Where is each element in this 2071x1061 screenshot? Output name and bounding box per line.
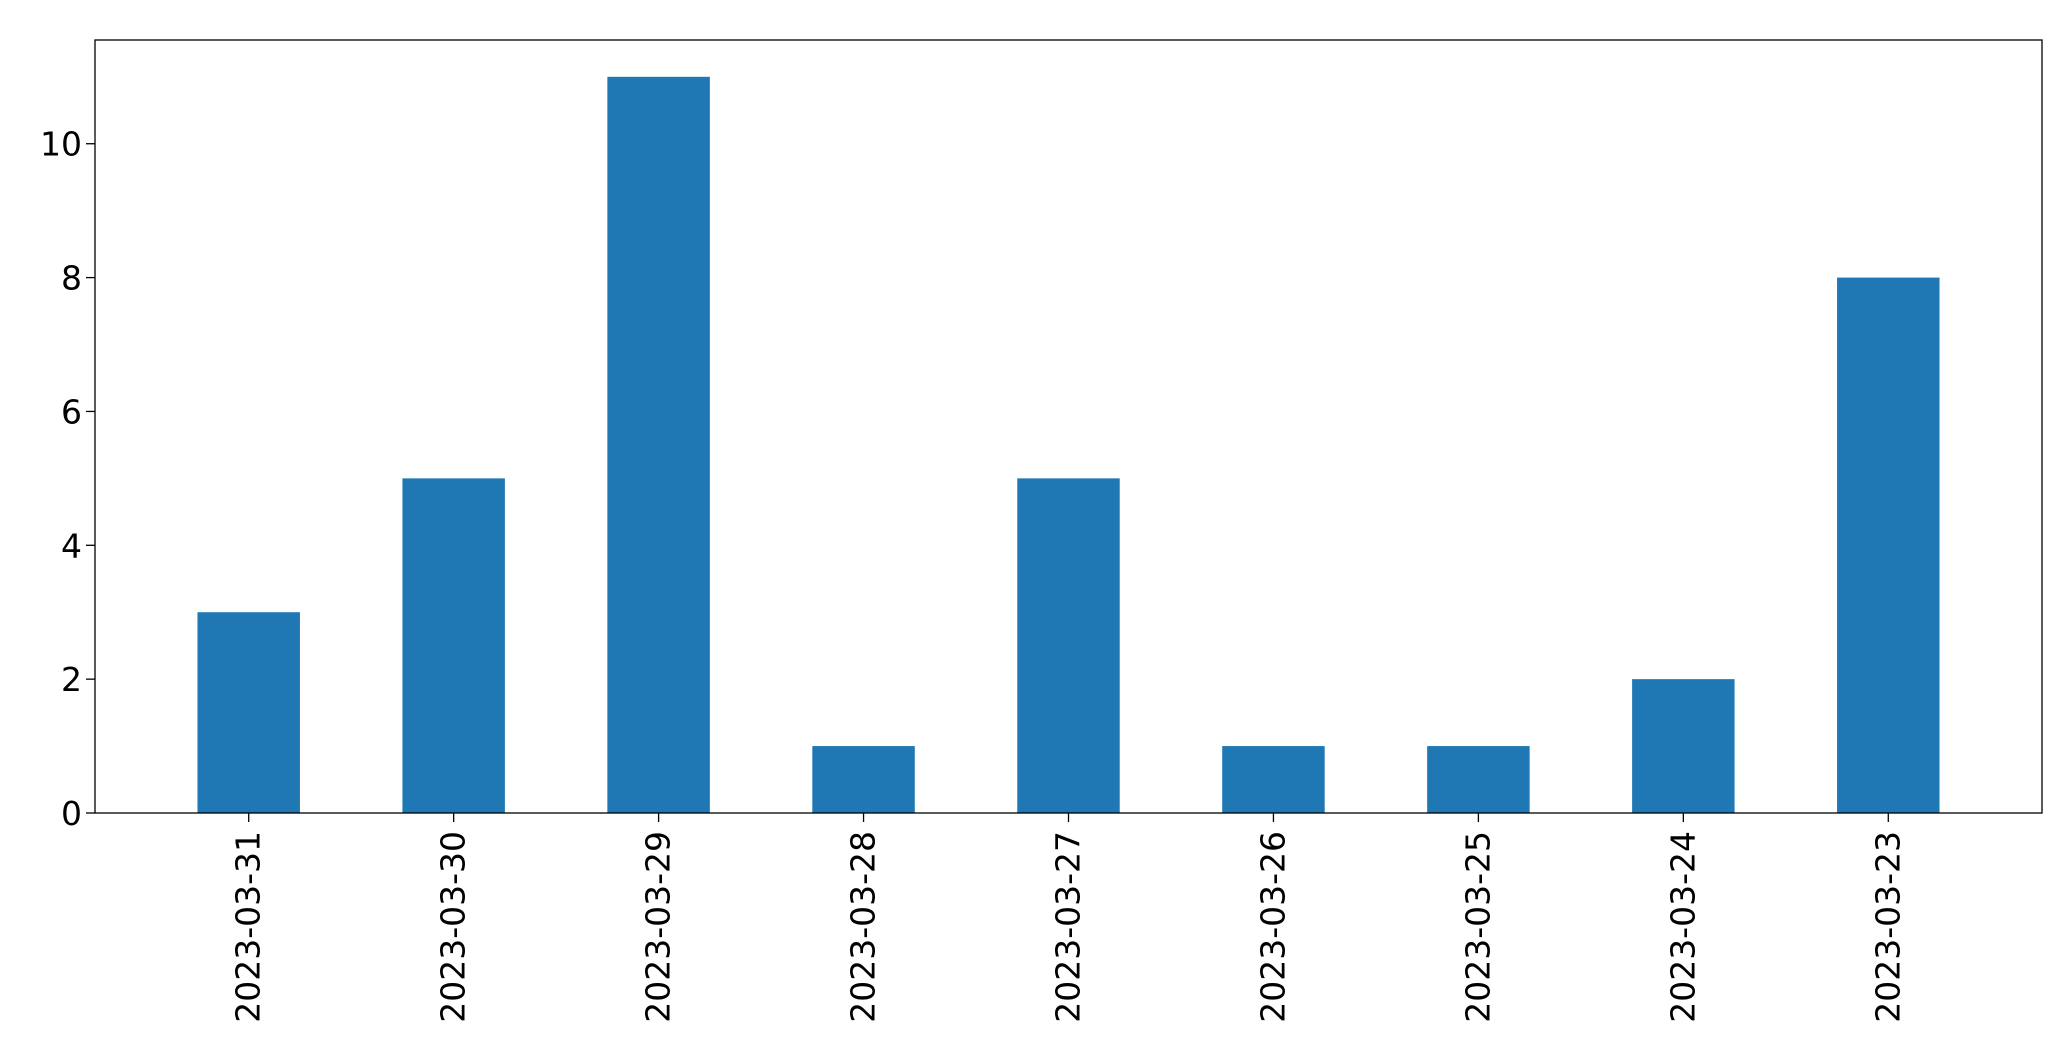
x-tick-label: 2023-03-27 [1049, 831, 1088, 1023]
y-axis-ticks: 0 2 4 6 8 10 [40, 125, 95, 833]
y-tick-label: 4 [61, 526, 82, 565]
bar-2023-03-27 [1017, 478, 1120, 813]
y-tick-label: 8 [61, 259, 82, 298]
bar-2023-03-31 [197, 612, 300, 813]
x-tick-label: 2023-03-31 [229, 831, 268, 1023]
bar-2023-03-30 [402, 478, 505, 813]
bar-2023-03-28 [812, 746, 915, 813]
bar-2023-03-24 [1632, 679, 1735, 813]
y-tick-label: 0 [61, 794, 82, 833]
x-axis-ticks: 2023-03-31 2023-03-30 2023-03-29 2023-03-28… [229, 813, 1907, 1023]
y-tick-label: 6 [61, 392, 82, 431]
x-tick-label: 2023-03-28 [844, 831, 883, 1023]
bar-2023-03-29 [607, 76, 710, 813]
x-tick-label: 2023-03-25 [1458, 831, 1497, 1023]
bar-2023-03-25 [1427, 746, 1530, 813]
plot-frame [94, 39, 2043, 814]
bars-group [197, 76, 1940, 814]
y-tick-label: 2 [61, 660, 82, 699]
y-tick-label: 10 [40, 125, 82, 164]
x-tick-label: 2023-03-24 [1663, 831, 1702, 1023]
x-tick-label: 2023-03-26 [1253, 831, 1292, 1023]
bar-2023-03-23 [1837, 277, 1940, 814]
bar-2023-03-26 [1222, 746, 1325, 813]
x-tick-label: 2023-03-29 [639, 831, 678, 1023]
x-tick-label: 2023-03-30 [434, 831, 473, 1023]
x-tick-label: 2023-03-23 [1868, 831, 1907, 1023]
